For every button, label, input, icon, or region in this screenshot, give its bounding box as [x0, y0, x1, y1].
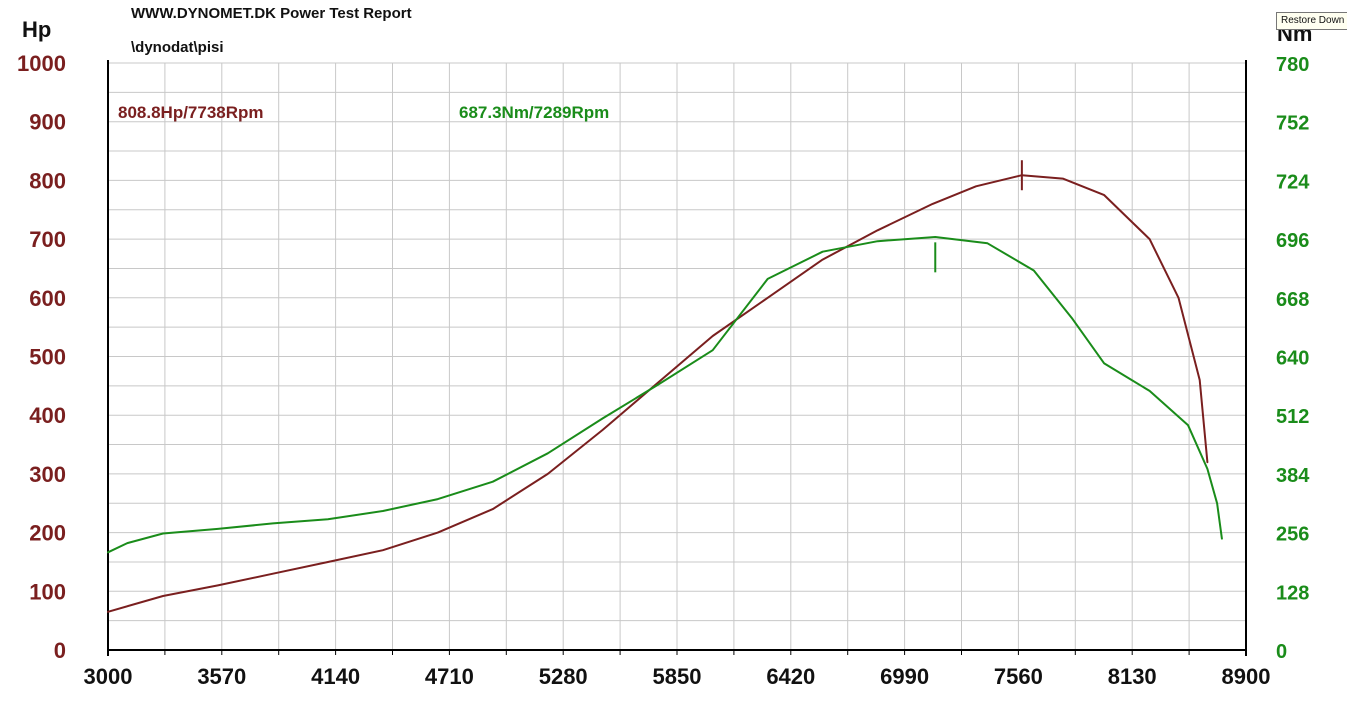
y-right-tick-label: 0	[1276, 641, 1287, 663]
y-right-tick-label: 640	[1276, 348, 1309, 370]
y-left-tick-label: 800	[29, 168, 66, 193]
y-left-tick-label: 500	[29, 345, 66, 370]
y-left-tick-label: 900	[29, 110, 66, 135]
y-left-axis-label: Hp	[22, 17, 51, 42]
x-tick-label: 6420	[766, 664, 815, 689]
x-tick-label: 4710	[425, 664, 474, 689]
y-right-tick-label: 752	[1276, 113, 1309, 135]
y-right-tick-label: 696	[1276, 230, 1309, 252]
x-tick-label: 8900	[1222, 664, 1271, 689]
data-path: \dynodat\pisi	[131, 39, 224, 56]
y-right-tick-label: 780	[1276, 54, 1309, 76]
torque-peak-annotation: 687.3Nm/7289Rpm	[459, 103, 609, 122]
report-title: WWW.DYNOMET.DK Power Test Report	[131, 5, 412, 22]
x-tick-label: 3000	[84, 664, 133, 689]
y-left-tick-label: 600	[29, 286, 66, 311]
y-left-tick-label: 400	[29, 403, 66, 428]
y-left-tick-label: 1000	[17, 51, 66, 76]
x-tick-label: 3570	[197, 664, 246, 689]
y-right-tick-label: 724	[1276, 171, 1310, 193]
y-left-tick-label: 700	[29, 227, 66, 252]
restore-down-tooltip: Restore Down	[1276, 12, 1347, 30]
torque-curve	[107, 236, 1223, 554]
power-peak-annotation: 808.8Hp/7738Rpm	[118, 103, 264, 122]
y-left-tick-label: 0	[54, 638, 66, 663]
y-right-tick-label: 384	[1276, 465, 1310, 487]
y-right-tick-label: 256	[1276, 524, 1309, 546]
x-tick-label: 8130	[1108, 664, 1157, 689]
y-left-tick-label: 200	[29, 521, 66, 546]
y-right-tick-label: 668	[1276, 289, 1309, 311]
x-tick-label: 6990	[880, 664, 929, 689]
x-tick-label: 5280	[539, 664, 588, 689]
x-tick-label: 4140	[311, 664, 360, 689]
grid-lines	[107, 62, 1247, 651]
x-tick-label: 7560	[994, 664, 1043, 689]
power-curve	[107, 174, 1209, 613]
y-left-tick-label: 100	[29, 579, 66, 604]
y-right-tick-label: 128	[1276, 582, 1309, 604]
x-tick-label: 5850	[653, 664, 702, 689]
y-left-tick-label: 300	[29, 462, 66, 487]
series-lines	[107, 160, 1223, 613]
axes	[107, 60, 1247, 656]
y-right-tick-label: 512	[1276, 406, 1309, 428]
